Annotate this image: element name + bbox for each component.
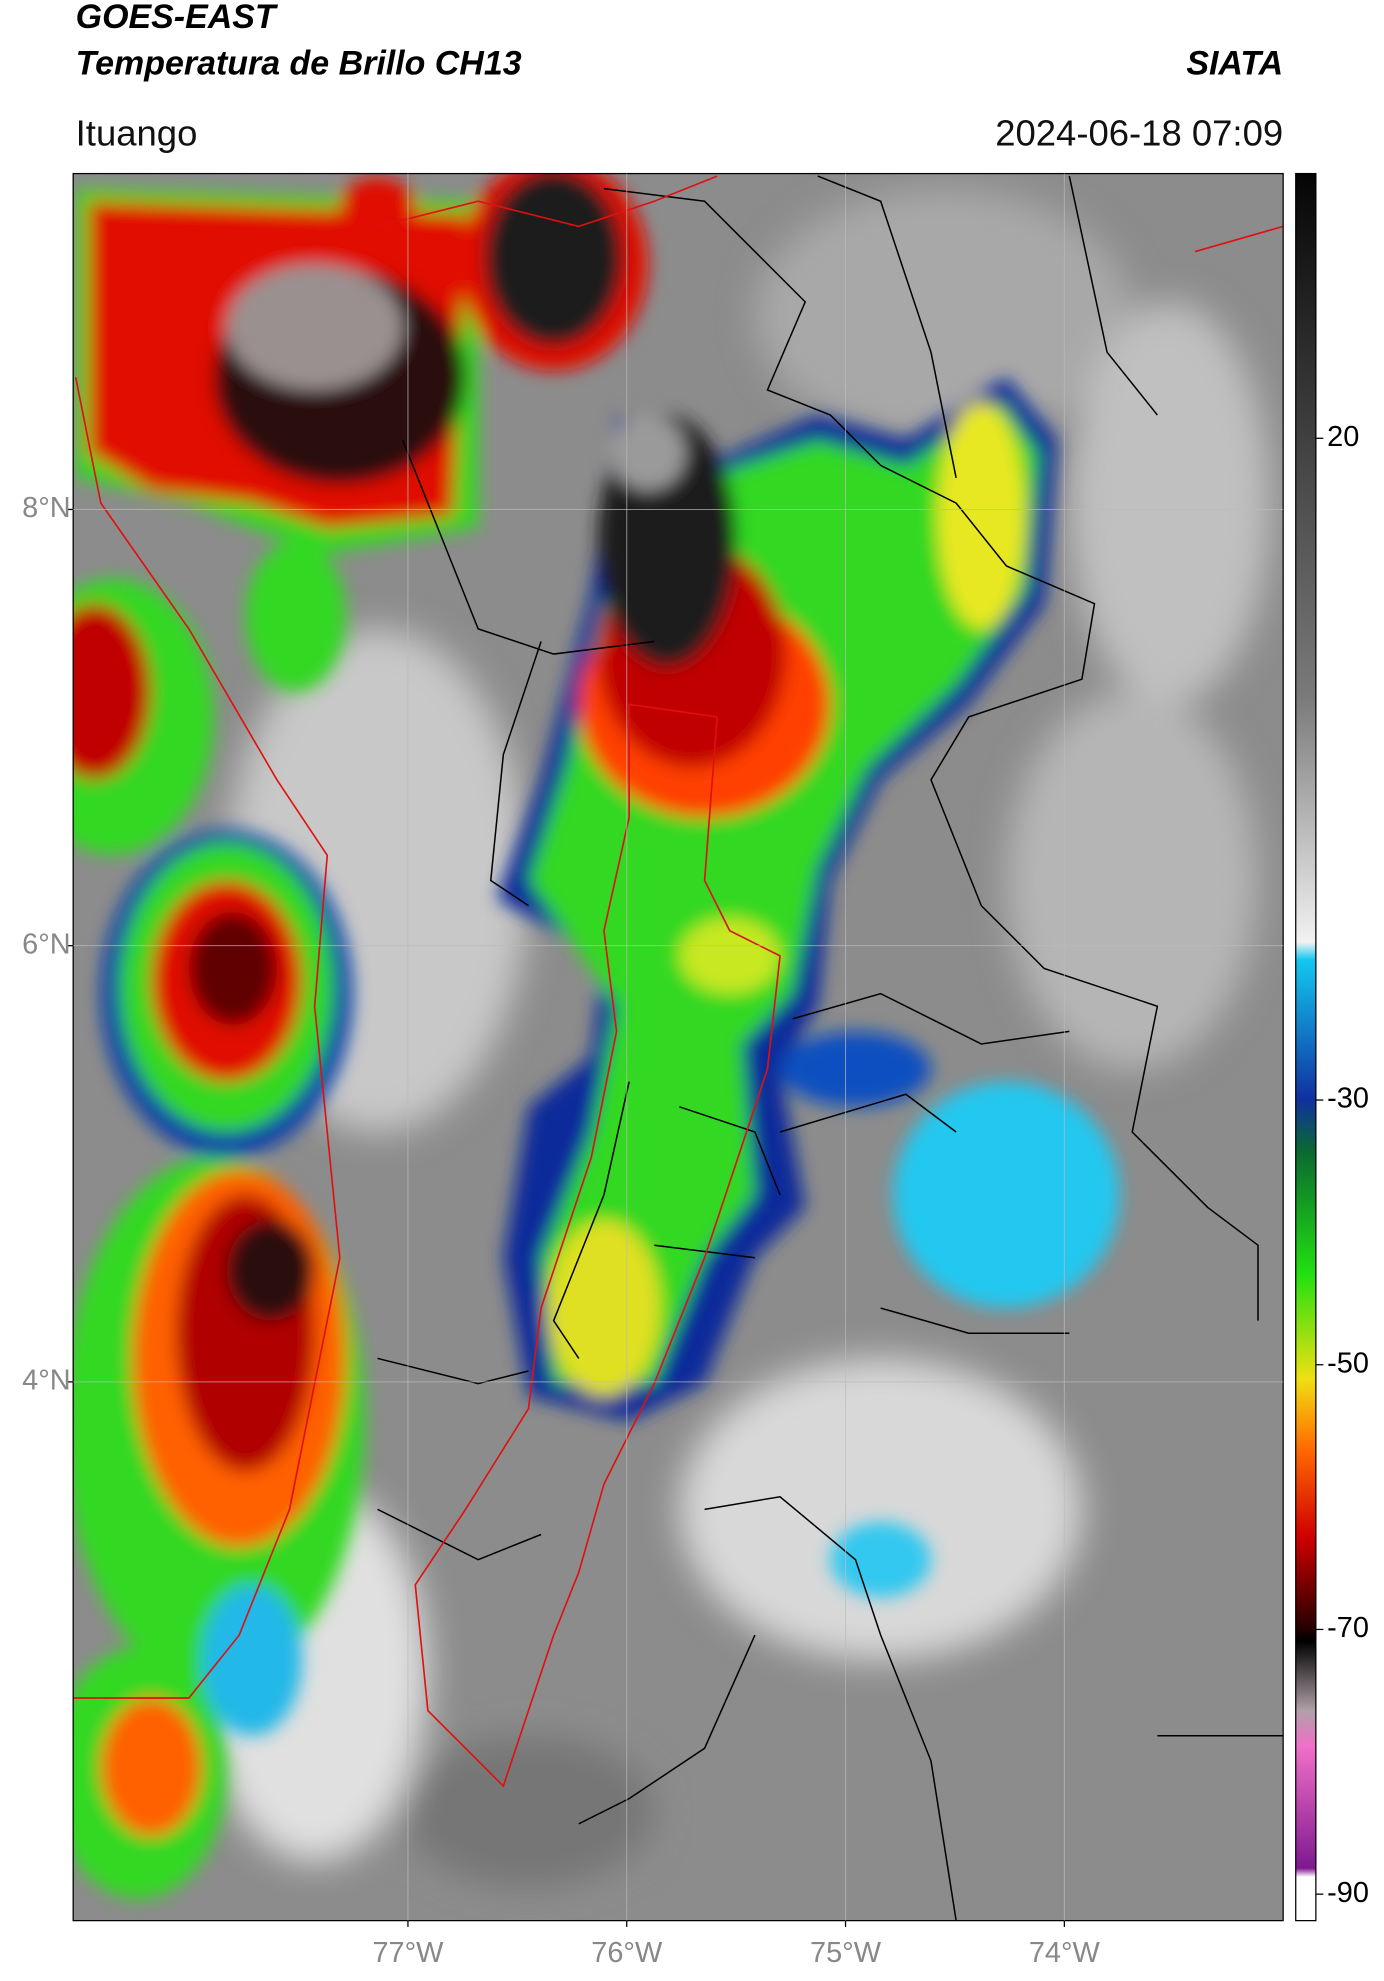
colorbar-label: -90 xyxy=(1327,1877,1369,1909)
colorbar-label: -30 xyxy=(1327,1083,1369,1115)
title: GOES-EAST xyxy=(76,0,279,36)
map-frame xyxy=(72,172,1284,1922)
subtitle: Temperatura de Brillo CH13 xyxy=(76,44,522,82)
y-tick-label: 6°N xyxy=(22,928,71,960)
colorbar-label: 20 xyxy=(1327,421,1359,453)
x-tick-label: 74°W xyxy=(1029,1937,1101,1969)
datetime: 2024-06-18 07:09 xyxy=(995,112,1283,153)
source: SIATA xyxy=(1186,44,1283,82)
location: Ituango xyxy=(76,112,198,153)
boundaries xyxy=(73,175,1284,1921)
y-tick-label: 4°N xyxy=(22,1365,71,1397)
colorbar-label: -70 xyxy=(1327,1612,1369,1644)
x-tick-label: 76°W xyxy=(591,1937,663,1969)
satellite-image xyxy=(73,173,1284,1921)
x-tick-label: 77°W xyxy=(372,1937,444,1969)
colorbar xyxy=(1295,172,1317,1922)
axes: 77°W 76°W 75°W 74°W 8°N 6°N 4°N 20 -30 -50 -70 -90 xyxy=(22,173,1369,1969)
y-tick-label: 8°N xyxy=(22,492,71,524)
x-tick-label: 75°W xyxy=(810,1937,882,1969)
colorbar-label: -50 xyxy=(1327,1347,1369,1379)
